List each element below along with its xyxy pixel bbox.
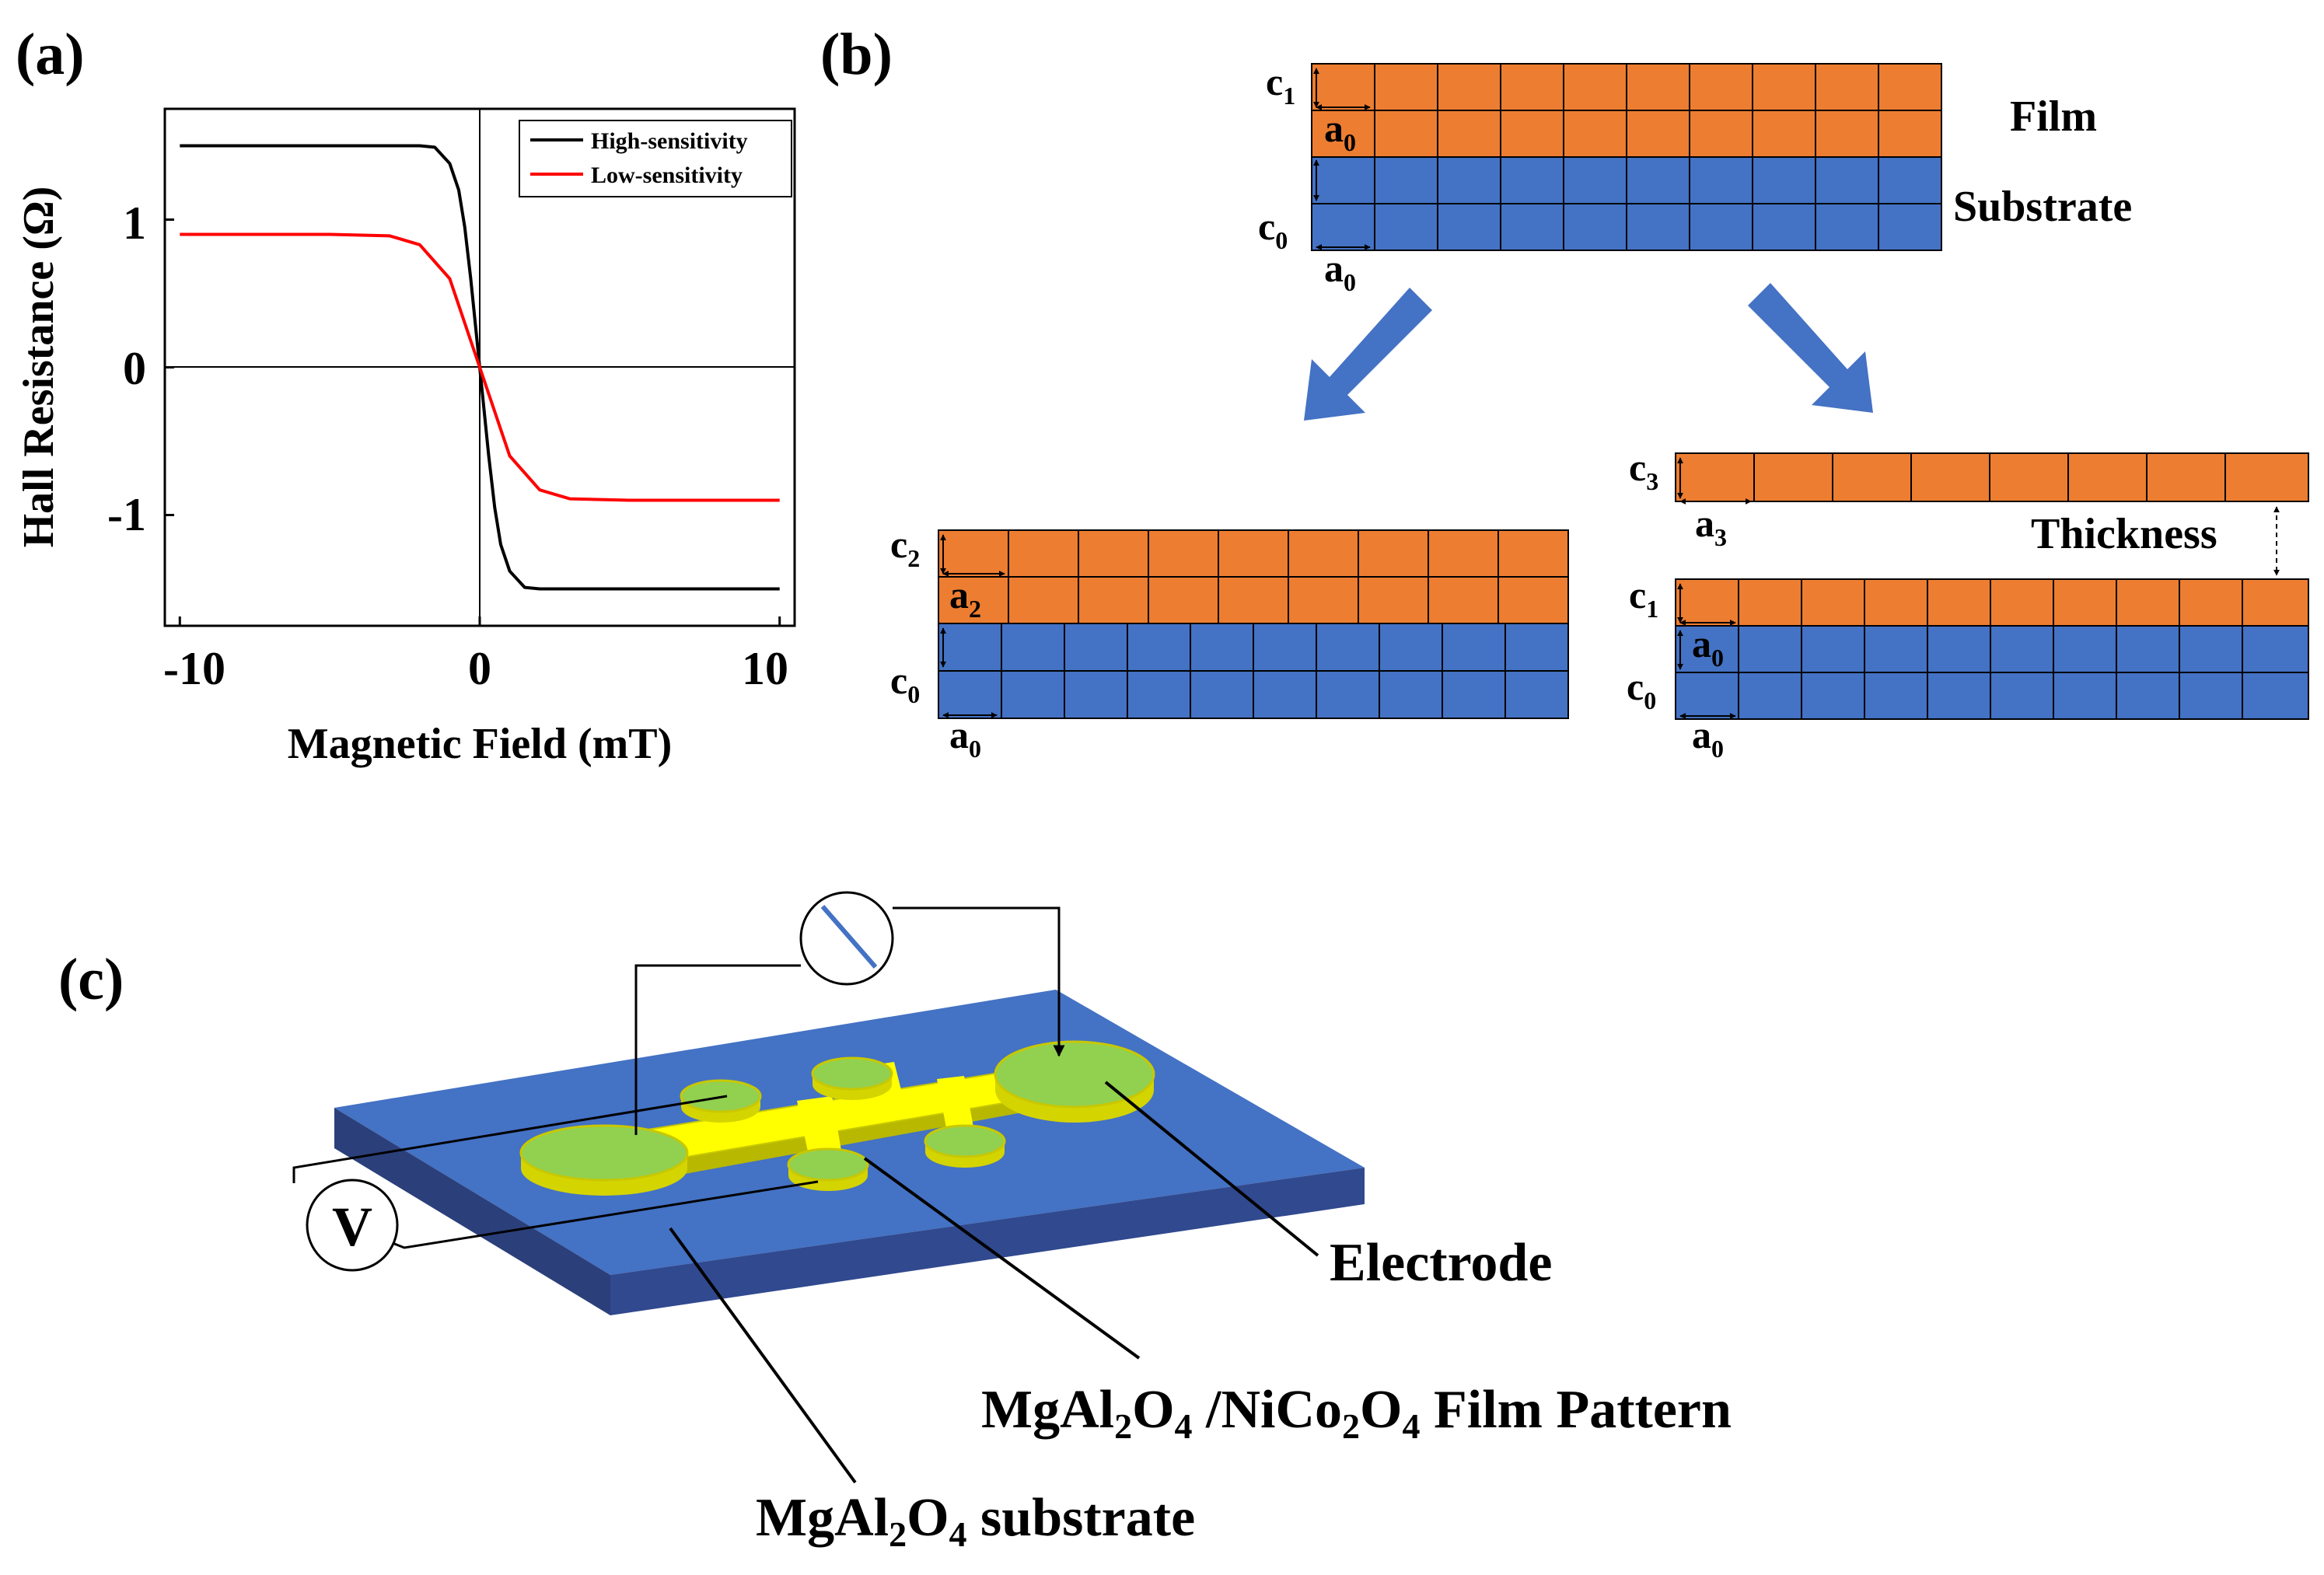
x-tick-label: 10 [742, 643, 788, 694]
thickness-label: Thickness [2031, 510, 2217, 558]
legend: High-sensitivity Low-sensitivity [519, 120, 792, 197]
x-tick-label: -10 [163, 643, 225, 694]
lattice-top: c1 a0 c0 a0 Film Substrate [1258, 60, 2132, 296]
voltmeter-symbol: V [332, 1196, 372, 1258]
lattice-grid [1676, 579, 2308, 719]
panel-a-chart: (a) -10 0 10 1 0 -1 Magnetic Field (mT) … [15, 22, 796, 768]
film-arm [937, 1076, 973, 1132]
electrode-label: Electrode [1330, 1233, 1552, 1293]
substrate-device-label: MgAl2O4 substrate [756, 1488, 1195, 1554]
series-line-low-sensitivity [180, 232, 780, 502]
current-wire-left [634, 964, 801, 1135]
substrate-side-front [610, 1168, 1365, 1315]
lattice-param-c1: c1 [1629, 573, 1658, 623]
panel-c-label: (c) [58, 947, 124, 1012]
electrode-pad-small [924, 1124, 1006, 1168]
electrode-pad-right [994, 1040, 1155, 1123]
axis-ticks [165, 218, 781, 626]
film-leader [863, 1157, 1141, 1360]
voltage-wire-top [292, 1095, 728, 1183]
electrode-pad-left [519, 1124, 689, 1196]
panel-b-lattice: (b) c1 a0 c0 a0 Film Substrate [820, 22, 2309, 763]
lattice-param-a3: a3 [1695, 501, 1727, 551]
film-pattern-label: MgAl2O4 /NiCo2O4 Film Pattern [981, 1380, 1732, 1446]
panel-a-label: (a) [16, 22, 85, 87]
lattice-strained: c2 a2 c0 a0 [890, 522, 1569, 763]
lattice-param-a2: a2 [949, 573, 981, 623]
lattice-grid [1312, 64, 1941, 250]
y-tick-label: 0 [123, 343, 146, 394]
panel-b-label: (b) [820, 22, 893, 87]
x-axis-title: Magnetic Field (mT) [288, 720, 673, 768]
arrow-down-right [1748, 283, 1873, 413]
film-grid [938, 530, 1568, 623]
lattice-param-c0: c0 [1258, 204, 1288, 254]
panel-c-device: (c) [58, 891, 1732, 1554]
lattice-param-c2: c2 [890, 522, 920, 572]
lattice-param-c3: c3 [1629, 445, 1658, 495]
lattice-param-c0: c0 [1627, 665, 1656, 714]
lattice-thickness: c3 a3 Thickness c1 a0 c0 a0 [1627, 445, 2309, 763]
film-label: Film [2010, 93, 2097, 141]
lattice-param-a0: a0 [1324, 246, 1356, 296]
substrate-side-left [334, 1108, 610, 1315]
electrode-pad-small [811, 1056, 893, 1100]
current-source-icon [820, 905, 878, 969]
arrow-down-left [1304, 288, 1432, 421]
lattice-param-a0: a0 [1692, 713, 1724, 763]
lattice-param-c0: c0 [890, 658, 920, 708]
legend-label-high: High-sensitivity [591, 128, 748, 154]
lattice-param-a0: a0 [1324, 107, 1356, 156]
y-tick-label: 1 [123, 197, 146, 249]
thin-film-layer [1675, 452, 2309, 502]
lattice-param-a0: a0 [1692, 622, 1724, 672]
x-tick-label: 0 [468, 643, 491, 694]
substrate-grid [938, 623, 1568, 718]
film-layer [1675, 578, 2309, 627]
lattice-param-a0: a0 [949, 713, 981, 763]
electrode-leader [1104, 1081, 1319, 1257]
thin-film-grid [1753, 453, 2226, 501]
substrate-leader [669, 1227, 857, 1484]
y-axis-title: Hall Resistance (Ω) [15, 187, 63, 548]
film-arm [797, 1096, 841, 1155]
legend-box [519, 120, 792, 197]
y-tick-label: -1 [107, 489, 146, 540]
substrate-label: Substrate [1953, 183, 2132, 231]
lattice-param-c1: c1 [1266, 60, 1295, 110]
legend-label-low: Low-sensitivity [591, 162, 743, 188]
current-source [799, 891, 894, 986]
current-wire-right [893, 906, 1065, 1057]
series-group [180, 144, 780, 591]
voltmeter [306, 1179, 399, 1272]
